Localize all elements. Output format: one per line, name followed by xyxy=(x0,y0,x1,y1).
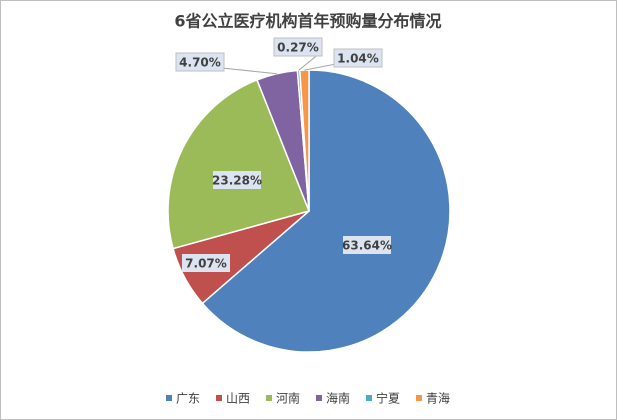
data-label: 1.04% xyxy=(337,52,379,66)
legend-label: 河南 xyxy=(276,391,300,406)
legend-label: 宁夏 xyxy=(376,391,400,406)
legend-swatch xyxy=(166,395,172,401)
legend-swatch xyxy=(366,395,372,401)
data-label-bg xyxy=(333,48,383,68)
data-label: 0.27% xyxy=(277,41,319,55)
legend-label: 海南 xyxy=(326,391,350,406)
legend-swatch xyxy=(216,395,222,401)
legend-swatch xyxy=(266,395,272,401)
data-label: 4.70% xyxy=(179,56,221,70)
data-label: 63.64% xyxy=(342,239,392,253)
legend-label: 山西 xyxy=(226,392,250,406)
legend-swatch xyxy=(416,395,422,401)
data-label-bg xyxy=(175,52,225,72)
chart-title: 6省公立医疗机构首年预购量分布情况 xyxy=(174,12,441,31)
legend-swatch xyxy=(316,395,322,401)
data-label-bg xyxy=(273,37,323,57)
pie-slice xyxy=(201,69,451,353)
legend-label: 青海 xyxy=(426,391,450,406)
data-label: 7.07% xyxy=(185,257,227,271)
pie-slice xyxy=(167,78,311,250)
data-label-bg xyxy=(213,171,261,189)
legend-label: 广东 xyxy=(176,392,200,406)
data-label-bg xyxy=(182,254,230,272)
data-label: 23.28% xyxy=(212,174,262,188)
data-label-bg xyxy=(343,236,391,254)
